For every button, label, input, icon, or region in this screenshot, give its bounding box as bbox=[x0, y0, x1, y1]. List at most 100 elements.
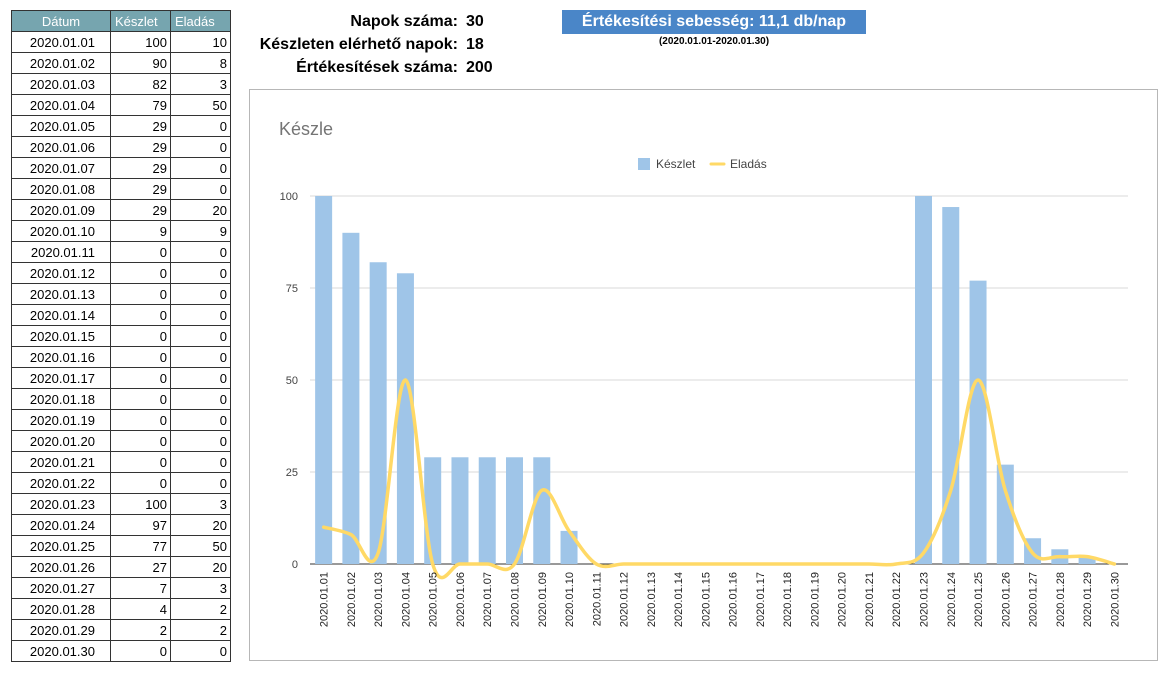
cell-stock[interactable]: 90 bbox=[110, 52, 171, 74]
sales-speed-banner[interactable]: Értékesítési sebesség: 11,1 db/nap bbox=[562, 10, 866, 34]
cell-date[interactable]: 2020.01.15 bbox=[11, 325, 111, 347]
cell-sales[interactable]: 0 bbox=[170, 430, 231, 452]
cell-sales[interactable]: 0 bbox=[170, 115, 231, 137]
cell-stock[interactable]: 0 bbox=[110, 283, 171, 305]
cell-date[interactable]: 2020.01.13 bbox=[11, 283, 111, 305]
cell-stock[interactable]: 29 bbox=[110, 115, 171, 137]
cell-stock[interactable]: 82 bbox=[110, 73, 171, 95]
cell-date[interactable]: 2020.01.18 bbox=[11, 388, 111, 410]
cell-stock[interactable]: 100 bbox=[110, 493, 171, 515]
cell-sales[interactable]: 0 bbox=[170, 640, 231, 662]
cell-sales[interactable]: 0 bbox=[170, 178, 231, 200]
cell-sales[interactable]: 0 bbox=[170, 262, 231, 284]
cell-stock[interactable]: 79 bbox=[110, 94, 171, 116]
header-sales[interactable]: Eladás bbox=[170, 10, 231, 32]
cell-date[interactable]: 2020.01.12 bbox=[11, 262, 111, 284]
cell-sales[interactable]: 0 bbox=[170, 325, 231, 347]
cell-sales[interactable]: 2 bbox=[170, 598, 231, 620]
cell-stock[interactable]: 0 bbox=[110, 430, 171, 452]
cell-date[interactable]: 2020.01.21 bbox=[11, 451, 111, 473]
header-stock[interactable]: Készlet bbox=[110, 10, 171, 32]
cell-date[interactable]: 2020.01.17 bbox=[11, 367, 111, 389]
cell-date[interactable]: 2020.01.03 bbox=[11, 73, 111, 95]
cell-sales[interactable]: 20 bbox=[170, 556, 231, 578]
cell-sales[interactable]: 3 bbox=[170, 577, 231, 599]
cell-date[interactable]: 2020.01.07 bbox=[11, 157, 111, 179]
sales-count-value[interactable]: 200 bbox=[466, 59, 493, 76]
cell-sales[interactable]: 0 bbox=[170, 136, 231, 158]
cell-date[interactable]: 2020.01.27 bbox=[11, 577, 111, 599]
header-date[interactable]: Dátum bbox=[11, 10, 111, 32]
cell-date[interactable]: 2020.01.30 bbox=[11, 640, 111, 662]
cell-stock[interactable]: 100 bbox=[110, 31, 171, 53]
cell-date[interactable]: 2020.01.09 bbox=[11, 199, 111, 221]
cell-sales[interactable]: 20 bbox=[170, 199, 231, 221]
cell-date[interactable]: 2020.01.20 bbox=[11, 430, 111, 452]
cell-date[interactable]: 2020.01.22 bbox=[11, 472, 111, 494]
cell-stock[interactable]: 29 bbox=[110, 157, 171, 179]
cell-stock[interactable]: 29 bbox=[110, 199, 171, 221]
cell-date[interactable]: 2020.01.19 bbox=[11, 409, 111, 431]
cell-date[interactable]: 2020.01.16 bbox=[11, 346, 111, 368]
cell-stock[interactable]: 97 bbox=[110, 514, 171, 536]
cell-date[interactable]: 2020.01.04 bbox=[11, 94, 111, 116]
cell-stock[interactable]: 0 bbox=[110, 451, 171, 473]
cell-date[interactable]: 2020.01.06 bbox=[11, 136, 111, 158]
cell-date[interactable]: 2020.01.01 bbox=[11, 31, 111, 53]
cell-date[interactable]: 2020.01.02 bbox=[11, 52, 111, 74]
cell-sales[interactable]: 0 bbox=[170, 283, 231, 305]
cell-date[interactable]: 2020.01.26 bbox=[11, 556, 111, 578]
cell-sales[interactable]: 50 bbox=[170, 94, 231, 116]
cell-sales[interactable]: 20 bbox=[170, 514, 231, 536]
cell-date[interactable]: 2020.01.29 bbox=[11, 619, 111, 641]
cell-stock[interactable]: 0 bbox=[110, 241, 171, 263]
cell-stock[interactable]: 0 bbox=[110, 472, 171, 494]
cell-sales[interactable]: 0 bbox=[170, 451, 231, 473]
cell-sales[interactable]: 10 bbox=[170, 31, 231, 53]
cell-sales[interactable]: 9 bbox=[170, 220, 231, 242]
cell-stock[interactable]: 0 bbox=[110, 346, 171, 368]
cell-stock[interactable]: 0 bbox=[110, 388, 171, 410]
x-tick-label: 2020.01.02 bbox=[346, 572, 358, 627]
cell-stock[interactable]: 7 bbox=[110, 577, 171, 599]
cell-sales[interactable]: 0 bbox=[170, 409, 231, 431]
cell-stock[interactable]: 0 bbox=[110, 304, 171, 326]
cell-stock[interactable]: 29 bbox=[110, 178, 171, 200]
days-value[interactable]: 30 bbox=[466, 13, 484, 30]
available-days-value[interactable]: 18 bbox=[466, 36, 484, 53]
cell-date[interactable]: 2020.01.11 bbox=[11, 241, 111, 263]
cell-date[interactable]: 2020.01.23 bbox=[11, 493, 111, 515]
cell-date[interactable]: 2020.01.08 bbox=[11, 178, 111, 200]
cell-stock[interactable]: 77 bbox=[110, 535, 171, 557]
cell-date[interactable]: 2020.01.05 bbox=[11, 115, 111, 137]
cell-sales[interactable]: 0 bbox=[170, 157, 231, 179]
cell-sales[interactable]: 3 bbox=[170, 493, 231, 515]
cell-sales[interactable]: 0 bbox=[170, 388, 231, 410]
cell-sales[interactable]: 0 bbox=[170, 472, 231, 494]
cell-sales[interactable]: 3 bbox=[170, 73, 231, 95]
cell-stock[interactable]: 0 bbox=[110, 262, 171, 284]
chart-container[interactable]: Készle Készlet Eladás 0 25 50 75 100 2020.01.01 2… bbox=[249, 89, 1158, 661]
cell-sales[interactable]: 0 bbox=[170, 241, 231, 263]
cell-sales[interactable]: 2 bbox=[170, 619, 231, 641]
cell-stock[interactable]: 27 bbox=[110, 556, 171, 578]
cell-stock[interactable]: 4 bbox=[110, 598, 171, 620]
cell-stock[interactable]: 9 bbox=[110, 220, 171, 242]
table-row: 2020.01.21 0 0 bbox=[11, 451, 231, 473]
cell-sales[interactable]: 0 bbox=[170, 346, 231, 368]
cell-stock[interactable]: 0 bbox=[110, 367, 171, 389]
cell-date[interactable]: 2020.01.14 bbox=[11, 304, 111, 326]
cell-sales[interactable]: 8 bbox=[170, 52, 231, 74]
cell-date[interactable]: 2020.01.25 bbox=[11, 535, 111, 557]
cell-stock[interactable]: 29 bbox=[110, 136, 171, 158]
cell-stock[interactable]: 0 bbox=[110, 409, 171, 431]
cell-date[interactable]: 2020.01.24 bbox=[11, 514, 111, 536]
cell-date[interactable]: 2020.01.10 bbox=[11, 220, 111, 242]
cell-sales[interactable]: 50 bbox=[170, 535, 231, 557]
cell-stock[interactable]: 0 bbox=[110, 325, 171, 347]
cell-stock[interactable]: 2 bbox=[110, 619, 171, 641]
cell-sales[interactable]: 0 bbox=[170, 304, 231, 326]
cell-stock[interactable]: 0 bbox=[110, 640, 171, 662]
cell-date[interactable]: 2020.01.28 bbox=[11, 598, 111, 620]
cell-sales[interactable]: 0 bbox=[170, 367, 231, 389]
